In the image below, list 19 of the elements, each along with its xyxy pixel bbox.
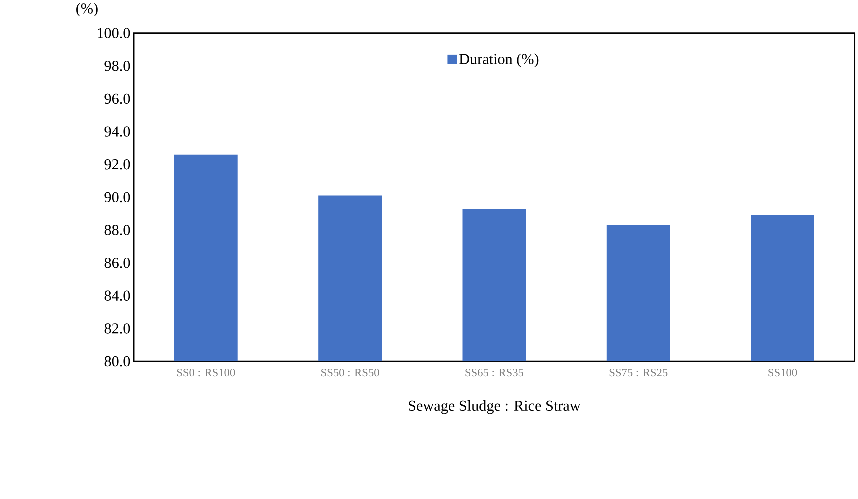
y-tick-label: 92.0 <box>104 159 130 170</box>
y-tick-label: 90.0 <box>104 192 130 202</box>
x-tick-label: SS100 <box>768 368 798 376</box>
x-axis-title: Sewage Sludge : Rice Straw <box>409 400 581 414</box>
x-tick-label: SS65 : RS35 <box>466 368 524 376</box>
x-tick-label: SS50 : RS50 <box>322 368 380 376</box>
x-tick-label: SS75 : RS25 <box>610 368 668 376</box>
y-tick-label: 100.0 <box>98 28 130 38</box>
x-tick-label: SS0 : RS100 <box>177 368 236 376</box>
y-tick-label: 84.0 <box>104 290 130 301</box>
y-axis-title: (%) <box>76 2 98 17</box>
y-tick-label: 88.0 <box>104 224 130 236</box>
y-tick-label: 98.0 <box>104 60 130 72</box>
y-tick-label: 82.0 <box>104 323 130 334</box>
y-tick-label: 94.0 <box>104 126 130 137</box>
y-tick-label: 96.0 <box>104 94 130 104</box>
y-tick-label: 86.0 <box>104 258 130 268</box>
y-tick-label: 80.0 <box>104 356 130 366</box>
legend-label: Duration (%) <box>459 54 539 68</box>
